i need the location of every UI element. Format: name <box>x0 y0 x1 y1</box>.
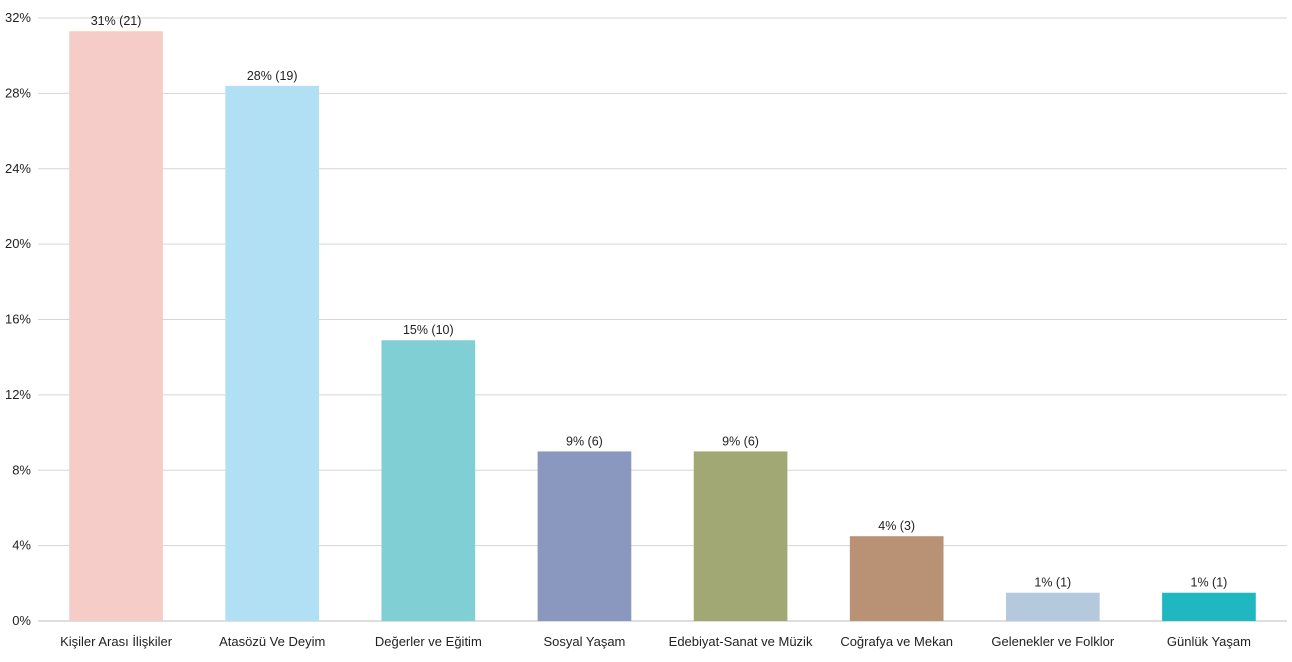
data-label: 9% (6) <box>722 434 759 448</box>
data-label: 1% (1) <box>1191 576 1228 590</box>
x-tick-label: Kişiler Arası İlişkiler <box>60 634 173 649</box>
y-tick-label: 24% <box>5 161 31 176</box>
bar <box>381 340 476 621</box>
x-tick-label: Gelenekler ve Folklor <box>991 634 1114 649</box>
data-label: 15% (10) <box>403 323 454 337</box>
x-tick-label: Edebiyat-Sanat ve Müzik <box>669 634 813 649</box>
y-tick-label: 28% <box>5 85 31 100</box>
x-tick-label: Değerler ve Eğitim <box>375 634 482 649</box>
data-label: 31% (21) <box>91 14 142 28</box>
y-tick-label: 0% <box>12 613 31 628</box>
bar <box>69 31 163 622</box>
data-label: 4% (3) <box>878 519 915 533</box>
bar <box>849 536 944 621</box>
data-label: 28% (19) <box>247 69 298 83</box>
bar <box>1162 592 1256 621</box>
bar <box>1005 592 1100 621</box>
data-label: 9% (6) <box>566 434 603 448</box>
data-label: 1% (1) <box>1034 576 1071 590</box>
y-axis-ticks: 0% 4% 8% 12% 16% 20% 24% 28% 32% <box>5 10 31 628</box>
y-tick-label: 20% <box>5 236 31 251</box>
bars <box>69 31 1256 622</box>
y-tick-label: 12% <box>5 387 31 402</box>
bar <box>225 85 320 621</box>
y-tick-label: 4% <box>12 538 31 553</box>
bar <box>537 451 632 621</box>
x-tick-label: Coğrafya ve Mekan <box>840 634 953 649</box>
x-tick-label: Atasözü Ve Deyim <box>219 634 325 649</box>
x-tick-label: Sosyal Yaşam <box>543 634 625 649</box>
y-tick-label: 32% <box>5 10 31 25</box>
data-labels: 31% (21) 28% (19) 15% (10) 9% (6) 9% (6) 4% (… <box>91 14 1228 590</box>
x-axis-labels: Kişiler Arası İlişkiler Atasözü Ve Deyim D… <box>60 634 1251 649</box>
y-tick-label: 16% <box>5 312 31 327</box>
x-tick-label: Günlük Yaşam <box>1167 634 1251 649</box>
bar <box>693 451 788 621</box>
y-tick-label: 8% <box>12 462 31 477</box>
